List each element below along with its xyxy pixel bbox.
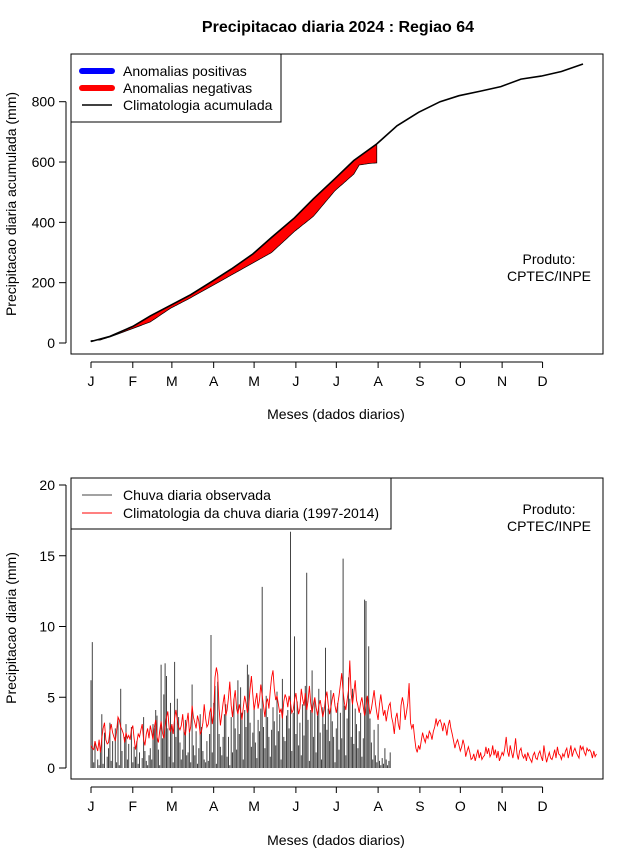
bottom-x-tick-label: J bbox=[292, 798, 299, 814]
cumulative-chart: 0 200 400 600 800 J F M A M J J A S O N D Meses (dados … bbox=[3, 53, 604, 422]
top-legend: Anomalias positivas Anomalias negativas … bbox=[70, 53, 282, 123]
bottom-x-tick-label: J bbox=[333, 798, 340, 814]
top-credit-line1: Produto: bbox=[523, 251, 576, 267]
top-x-tick-label: N bbox=[497, 373, 507, 389]
bottom-x-tick-label: F bbox=[129, 798, 138, 814]
top-y-tick-label: 200 bbox=[32, 275, 56, 291]
top-y-axis-label: Precipitacao diaria acumulada (mm) bbox=[3, 92, 19, 316]
bottom-credit-line1: Produto: bbox=[523, 501, 576, 517]
bottom-x-tick-label: A bbox=[373, 798, 383, 814]
bottom-y-tick-label: 0 bbox=[47, 760, 55, 776]
bottom-x-tick-label: N bbox=[497, 798, 507, 814]
bottom-x-tick-label: A bbox=[209, 798, 219, 814]
legend-label-positive: Anomalias positivas bbox=[123, 63, 247, 79]
bottom-x-axis-label: Meses (dados diarios) bbox=[267, 832, 405, 848]
top-x-tick-label: A bbox=[209, 373, 219, 389]
climatology-daily-line bbox=[90, 660, 597, 764]
top-plot-frame bbox=[70, 53, 604, 355]
anomaly-fills bbox=[90, 143, 378, 342]
top-x-tick-label: J bbox=[292, 373, 299, 389]
top-x-tick-label: A bbox=[373, 373, 383, 389]
top-x-tick-label: O bbox=[455, 373, 466, 389]
top-x-tick-label: M bbox=[248, 373, 260, 389]
top-x-tick-label: F bbox=[129, 373, 138, 389]
legend-label-clim-daily: Climatologia da chuva diaria (1997-2014) bbox=[123, 505, 379, 521]
bottom-y-tick-label: 5 bbox=[47, 689, 55, 705]
bottom-x-tick-label: D bbox=[537, 798, 547, 814]
top-y-tick-label: 400 bbox=[32, 214, 56, 230]
legend-label-observed: Chuva diaria observada bbox=[123, 487, 271, 503]
bottom-x-tick-label: S bbox=[415, 798, 424, 814]
bottom-x-tick-label: J bbox=[88, 798, 95, 814]
top-x-tick-label: J bbox=[333, 373, 340, 389]
bottom-y-tick-label: 20 bbox=[39, 477, 55, 493]
bottom-credit-line2: CPTEC/INPE bbox=[507, 518, 591, 534]
cumulative-lines bbox=[90, 63, 584, 343]
top-y-tick-label: 0 bbox=[47, 335, 55, 351]
top-x-axis-label: Meses (dados diarios) bbox=[267, 406, 405, 422]
bottom-x-tick-label: O bbox=[455, 798, 466, 814]
daily-chart: 0 5 10 15 20 J F M A M J J A S O N D Meses (dados diari… bbox=[3, 477, 604, 848]
bottom-legend: Chuva diaria observada Climatologia da c… bbox=[70, 477, 392, 530]
climatology-daily-series bbox=[90, 660, 597, 764]
top-x-tick-label: S bbox=[415, 373, 424, 389]
anomaly-negative-area bbox=[96, 143, 378, 341]
bottom-x-tick-label: M bbox=[166, 798, 178, 814]
figure-title: Precipitacao diaria 2024 : Regiao 64 bbox=[202, 19, 474, 36]
legend-label-climatology: Climatologia acumulada bbox=[123, 97, 273, 113]
top-y-tick-label: 600 bbox=[32, 154, 56, 170]
top-y-axis: 0 200 400 600 800 bbox=[32, 94, 67, 351]
legend-label-negative: Anomalias negativas bbox=[123, 80, 252, 96]
bottom-x-tick-label: M bbox=[248, 798, 260, 814]
top-y-tick-label: 800 bbox=[32, 94, 56, 110]
top-x-tick-label: J bbox=[88, 373, 95, 389]
top-x-tick-label: M bbox=[166, 373, 178, 389]
bottom-y-tick-label: 15 bbox=[39, 548, 55, 564]
top-x-tick-label: D bbox=[537, 373, 547, 389]
bottom-y-axis: 0 5 10 15 20 bbox=[39, 477, 67, 776]
bottom-y-axis-label: Precipitacao diaria (mm) bbox=[3, 552, 19, 704]
top-credit-line2: CPTEC/INPE bbox=[507, 268, 591, 284]
bottom-y-tick-label: 10 bbox=[39, 619, 55, 635]
bottom-legend-box bbox=[70, 477, 392, 530]
climatology-cumulative-line bbox=[90, 63, 584, 343]
observed-daily-bars bbox=[90, 531, 391, 768]
